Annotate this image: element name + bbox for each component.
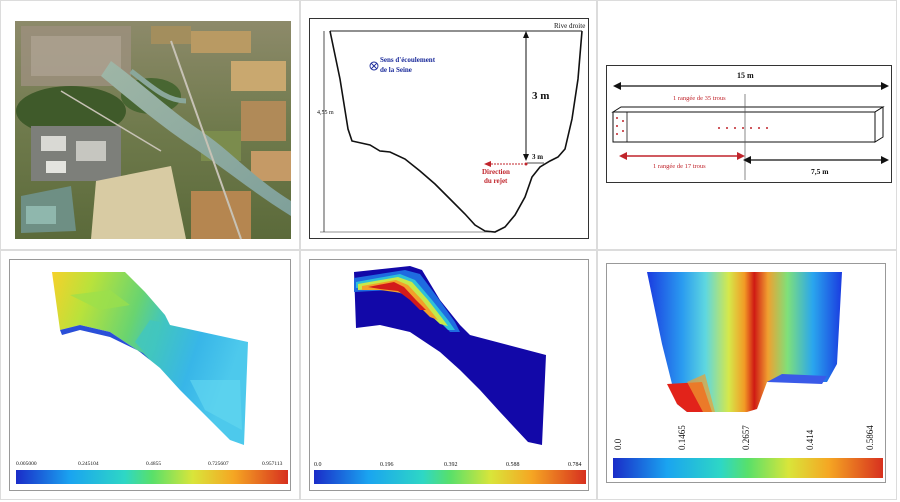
row17-label: 1 rangée de 17 trous xyxy=(653,163,706,170)
simulation-frame-2: 0.0 0.196 0.392 0.588 0.784 xyxy=(309,259,589,491)
colorbar-2-tick-0: 0.0 xyxy=(314,462,322,468)
colorbar-2-tick-3: 0.588 xyxy=(506,462,520,468)
row35-label: 1 rangée de 35 trous xyxy=(673,95,726,102)
colorbar-2-tick-4: 0.784 xyxy=(568,462,582,468)
flow-direction-icon xyxy=(369,61,379,71)
diffuser-frame: 15 m xyxy=(606,65,892,183)
colorbar-3-tick-0: 0.0 xyxy=(613,438,623,450)
colorbar-1 xyxy=(16,470,288,484)
diffuser-pipe xyxy=(612,111,876,143)
colorbar-3-tick-3: 0.414 xyxy=(805,429,815,450)
simulation-panel-3: 0.0 0.1465 0.2657 0.414 0.5864 xyxy=(597,250,897,500)
concentration-map-2: 0.0 0.196 0.392 0.588 0.784 xyxy=(314,266,586,484)
colorbar-3-tick-1: 0.1465 xyxy=(677,425,687,450)
depth-label: 4,55 m xyxy=(317,110,334,116)
concentration-map-1: 0.005000 0.245104 0.4855 0.725607 0.9571… xyxy=(16,272,288,484)
cross-section-panel: 4,55 m 3 m 3 m Direction du rejet xyxy=(300,0,597,250)
height-label: 3 m xyxy=(532,90,549,102)
simulation-panel-2: 0.0 0.196 0.392 0.588 0.784 xyxy=(300,250,597,500)
simulation-frame-3: 0.0 0.1465 0.2657 0.414 0.5864 xyxy=(606,263,886,483)
cross-section-diagram: 4,55 m 3 m 3 m Direction du rejet xyxy=(317,22,585,233)
colorbar-1-tick-2: 0.4855 xyxy=(146,461,161,467)
colorbar-2-tick-1: 0.196 xyxy=(380,462,394,468)
aerial-photo xyxy=(15,21,291,240)
colorbar-2-tick-2: 0.392 xyxy=(444,462,458,468)
aerial-photo-panel xyxy=(0,0,300,250)
colorbar-1-tick-1: 0.245104 xyxy=(78,461,99,467)
colorbar-3-tick-2: 0.2657 xyxy=(741,425,751,450)
simulation-panel-1: 0.005000 0.245104 0.4855 0.725607 0.9571… xyxy=(0,250,300,500)
colorbar-3 xyxy=(613,458,883,478)
colorbar-2 xyxy=(314,470,586,484)
simulation-frame-1: 0.005000 0.245104 0.4855 0.725607 0.9571… xyxy=(9,259,291,491)
flow-label-line1: Sens d'écoulement xyxy=(380,56,436,64)
length-label: 15 m xyxy=(737,71,754,80)
rive-droite-label: Rive droite xyxy=(554,22,585,30)
flow-label-line2: de la Seine xyxy=(380,66,412,74)
river-bed-profile xyxy=(329,30,583,233)
concentration-map-3: 0.0 0.1465 0.2657 0.414 0.5864 xyxy=(613,272,883,478)
cross-section-frame: 4,55 m 3 m 3 m Direction du rejet xyxy=(309,18,589,239)
offset-label: 3 m xyxy=(532,153,543,161)
colorbar-1-tick-0: 0.005000 xyxy=(16,461,37,467)
rejet-label-line1: Direction xyxy=(482,168,510,176)
colorbar-1-tick-3: 0.725607 xyxy=(208,461,229,467)
diffuser-panel: 15 m xyxy=(597,0,897,250)
diffuser-diagram: 15 m xyxy=(611,71,889,180)
half-length-label: 7,5 m xyxy=(811,167,829,176)
colorbar-1-tick-4: 0.957113 xyxy=(262,461,283,467)
colorbar-3-tick-4: 0.5864 xyxy=(865,425,875,450)
rejet-label-line2: du rejet xyxy=(484,177,508,185)
